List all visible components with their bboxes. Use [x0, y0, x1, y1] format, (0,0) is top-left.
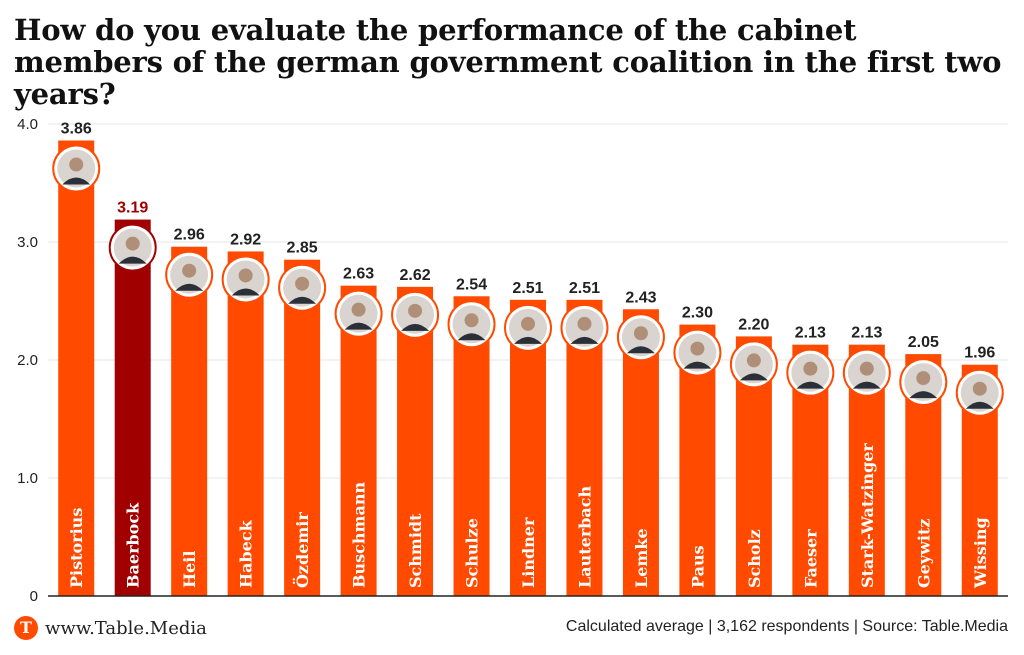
portrait-head-icon	[633, 326, 648, 341]
portrait-shoulders-icon	[175, 283, 204, 291]
portrait-head-icon	[690, 341, 705, 356]
portrait-shoulders-icon	[909, 391, 938, 399]
portrait-shoulders-icon	[514, 336, 542, 344]
portrait-shoulders-icon	[796, 381, 825, 389]
category-label: Özdemir	[292, 512, 312, 588]
category-label: Stark-Watzinger	[858, 443, 877, 588]
chart-title: How do you evaluate the performance of t…	[14, 13, 1002, 111]
portrait-shoulders-icon	[288, 296, 317, 304]
data-label: 2.51	[569, 280, 600, 297]
y-tick-label: 0	[30, 588, 38, 605]
bar	[58, 140, 95, 596]
bar	[114, 219, 151, 596]
bar	[171, 246, 208, 596]
portrait-head-icon	[972, 381, 987, 396]
category-label: Lauterbach	[575, 485, 594, 588]
portrait-head-icon	[746, 353, 761, 368]
y-tick-label: 2.0	[17, 352, 38, 369]
category-label: Scholz	[745, 529, 764, 588]
table-media-logo-icon: T	[14, 616, 38, 640]
data-label: 2.96	[174, 227, 205, 244]
footer-branding: T www.Table.Media	[14, 615, 207, 641]
data-label: 2.62	[399, 267, 430, 284]
data-label: 2.30	[682, 305, 713, 322]
portrait-shoulders-icon	[683, 361, 712, 369]
portrait-head-icon	[182, 263, 197, 278]
data-label: 3.86	[61, 121, 92, 138]
portrait-head-icon	[916, 371, 931, 386]
y-tick-label: 3.0	[17, 234, 38, 251]
data-label: 2.63	[343, 266, 374, 283]
category-label: Habeck	[237, 519, 256, 588]
site-link[interactable]: www.Table.Media	[45, 617, 207, 639]
data-label: 2.43	[625, 289, 656, 306]
portrait-shoulders-icon	[118, 256, 147, 264]
data-label: 2.51	[512, 280, 543, 297]
bar	[227, 251, 264, 596]
portrait-shoulders-icon	[965, 401, 994, 409]
data-label: 2.13	[795, 325, 826, 342]
portrait-shoulders-icon	[852, 381, 881, 389]
category-label: Pistorius	[67, 508, 86, 588]
portrait-head-icon	[295, 276, 310, 291]
portrait-shoulders-icon	[231, 288, 260, 296]
category-label: Lemke	[632, 528, 651, 588]
portrait-head-icon	[351, 302, 366, 317]
data-label: 2.05	[908, 334, 939, 351]
category-label: Baerbock	[124, 502, 143, 588]
portrait-shoulders-icon	[457, 333, 486, 341]
portrait-shoulders-icon	[626, 346, 655, 354]
portrait-shoulders-icon	[344, 322, 373, 330]
portrait-head-icon	[69, 157, 84, 172]
category-label: Schulze	[463, 518, 482, 588]
portrait-head-icon	[464, 313, 479, 328]
portrait-shoulders-icon	[739, 373, 768, 381]
data-label: 2.85	[287, 240, 318, 257]
portrait-head-icon	[125, 236, 140, 251]
portrait-shoulders-icon	[62, 177, 91, 185]
category-label: Lindner	[519, 517, 538, 588]
portrait-head-icon	[521, 316, 535, 331]
category-label: Geywitz	[914, 519, 933, 588]
y-tick-label: 4.0	[17, 116, 38, 133]
data-label: 3.19	[117, 200, 148, 217]
y-tick-label: 1.0	[17, 470, 38, 487]
portrait-shoulders-icon	[570, 336, 599, 344]
category-label: Wissing	[971, 517, 990, 589]
data-label: 2.20	[738, 316, 769, 333]
category-label: Buschmann	[350, 482, 369, 588]
data-label: 2.92	[230, 231, 261, 248]
portrait-head-icon	[803, 361, 818, 376]
portrait-head-icon	[577, 316, 592, 331]
portrait-head-icon	[238, 268, 253, 283]
category-label: Faeser	[801, 529, 820, 588]
data-label: 2.13	[851, 325, 882, 342]
data-label: 2.54	[456, 276, 487, 293]
category-label: Paus	[688, 545, 707, 588]
portrait-head-icon	[859, 361, 874, 376]
source-note: Calculated average | 3,162 respondents |…	[565, 618, 1008, 635]
data-label: 1.96	[964, 345, 995, 362]
portrait-shoulders-icon	[401, 323, 430, 331]
portrait-head-icon	[408, 303, 423, 318]
bar	[284, 259, 321, 596]
category-label: Schmidt	[406, 513, 425, 588]
category-label: Heil	[180, 551, 199, 588]
